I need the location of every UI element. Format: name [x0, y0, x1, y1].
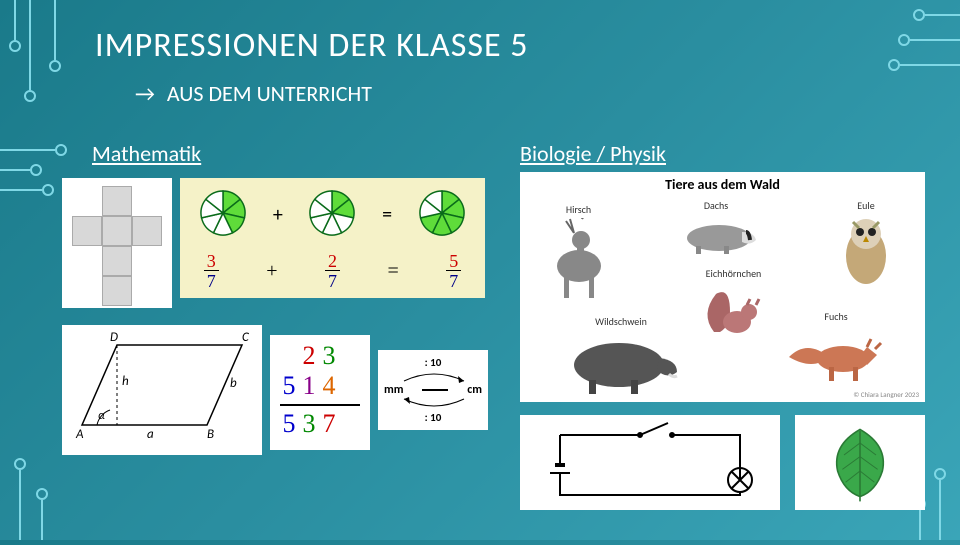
unit-to: cm — [467, 383, 482, 397]
math-unit-conversion: : 10 mm cm : 10 — [378, 350, 488, 430]
vertex-A: A — [75, 427, 84, 442]
unit-from: mm — [384, 383, 404, 397]
column-heading-math: Mathematik — [92, 140, 201, 167]
vertex-B: B — [207, 427, 214, 442]
height-h: h — [122, 374, 129, 389]
side-b: b — [230, 376, 237, 391]
vertex-C: C — [242, 330, 250, 345]
factor-top: : 10 — [384, 356, 482, 369]
fraction-2: 27 — [325, 252, 340, 290]
vertex-D: D — [110, 330, 118, 345]
angle-alpha: α — [98, 409, 105, 423]
math-cube-net — [62, 178, 172, 308]
page-title: IMPRESSIONEN DER KLASSE 5 — [95, 25, 529, 66]
column-heading-bio: Biologie / Physik — [520, 140, 666, 167]
pie-2 — [307, 188, 357, 243]
side-a: a — [147, 427, 154, 442]
animal-dachs: Dachs — [666, 199, 766, 254]
animal-eule: Eule — [826, 199, 906, 289]
math-fractions: += 37 + 27 = 57 — [180, 178, 485, 298]
wald-credit: © Chiara Langner 2023 — [853, 390, 919, 399]
physics-circuit — [520, 415, 780, 510]
subtitle: AUS DEM UNTERRICHT — [167, 80, 372, 107]
fraction-3: 57 — [446, 252, 461, 290]
math-addition: 23 514 537 — [270, 335, 370, 450]
pie-1 — [198, 188, 248, 243]
fraction-1: 37 — [204, 252, 219, 290]
wald-title: Tiere aus dem Wald — [526, 176, 919, 193]
bio-forest-animals: Tiere aus dem Wald Hirsch Dachs Eule Eichhö… — [520, 172, 925, 402]
op-plus: + — [266, 260, 277, 283]
animal-eichhörnchen: Eichhörnchen — [686, 267, 781, 342]
op-eq: = — [387, 260, 398, 283]
math-parallelogram: A B C D a b h α — [62, 325, 262, 455]
animal-wildschwein: Wildschwein — [551, 315, 691, 395]
arrow-icon: → — [135, 80, 155, 107]
pie-3 — [417, 188, 467, 243]
bio-leaf — [795, 415, 925, 510]
subtitle-row: → AUS DEM UNTERRICHT — [135, 80, 372, 107]
animal-fuchs: Fuchs — [771, 310, 901, 385]
factor-bottom: : 10 — [384, 411, 482, 424]
animal-hirsch: Hirsch — [531, 203, 626, 303]
